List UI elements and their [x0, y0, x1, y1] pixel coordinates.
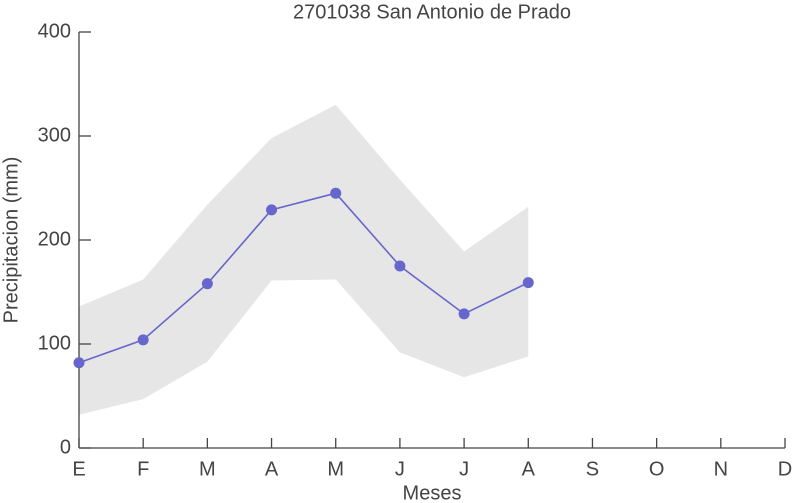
x-tick-label: N [714, 458, 728, 480]
point [394, 260, 406, 272]
point [137, 334, 149, 346]
x-tick-label: O [649, 458, 665, 480]
line [78, 192, 529, 364]
y-tick-label: 100 [38, 332, 71, 354]
y-tick-label: 200 [38, 228, 71, 250]
point [201, 278, 213, 290]
x-tick-label: A [522, 458, 536, 480]
y-tick-label: 0 [60, 436, 71, 458]
y-tick-label: 300 [38, 124, 71, 146]
x-tick-label: F [137, 458, 149, 480]
x-axis-label: Meses [403, 482, 462, 503]
x-tick-label: S [586, 458, 599, 480]
x-tick-label: J [395, 458, 405, 480]
x-tick-label: J [459, 458, 469, 480]
point [458, 308, 470, 320]
point [266, 204, 278, 216]
x-tick-label: M [199, 458, 216, 480]
point [522, 277, 534, 289]
y-tick-label: 400 [38, 20, 71, 42]
y-axis-label: Precipitacion (mm) [0, 157, 22, 324]
point [73, 357, 85, 369]
x-tick-label: E [72, 458, 85, 480]
range-band [79, 104, 529, 415]
point [330, 187, 342, 199]
x-tick-label: M [327, 458, 344, 480]
x-tick-label: D [778, 458, 792, 480]
x-tick-label: A [265, 458, 279, 480]
chart-title: 2701038 San Antonio de Prado [293, 1, 571, 23]
